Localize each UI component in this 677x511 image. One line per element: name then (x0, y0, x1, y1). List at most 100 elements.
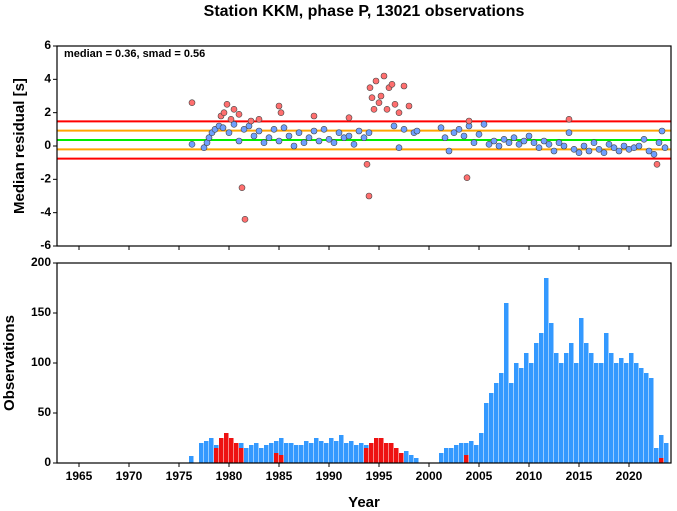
data-point (400, 82, 408, 90)
x-tick-label: 2020 (616, 469, 643, 483)
bar (359, 443, 364, 463)
bar (204, 441, 209, 463)
y-tick-label: 50 (38, 405, 52, 419)
data-point (570, 146, 578, 153)
data-point (365, 129, 373, 136)
data-point (658, 127, 666, 135)
data-point (200, 144, 208, 151)
data-point (620, 142, 628, 150)
bar (609, 353, 614, 463)
bar (349, 441, 354, 463)
data-point (377, 92, 385, 100)
data-point (495, 142, 503, 150)
bar (339, 435, 344, 463)
bar (209, 438, 214, 463)
bar (214, 448, 219, 463)
data-point (388, 81, 396, 88)
bar (394, 448, 399, 463)
data-point (375, 99, 383, 106)
bar (344, 443, 349, 463)
data-point (635, 142, 643, 150)
data-point (205, 134, 213, 141)
data-point (220, 109, 228, 116)
bar (259, 448, 264, 463)
data-point (250, 132, 258, 140)
bar (574, 363, 579, 463)
y-tick-label: 0 (44, 455, 51, 469)
bar (279, 455, 284, 463)
x-axis-label: Year (348, 494, 380, 511)
data-point (515, 141, 523, 148)
bar (579, 318, 584, 463)
bar (289, 443, 294, 463)
bar (384, 443, 389, 463)
data-point (463, 174, 471, 181)
data-point (330, 139, 338, 146)
data-point (188, 141, 196, 148)
data-point (460, 132, 468, 140)
data-point (365, 192, 373, 200)
data-point (575, 149, 583, 156)
bar (399, 453, 404, 463)
data-point (230, 121, 238, 128)
bar (594, 363, 599, 463)
data-point (455, 126, 463, 133)
data-point (400, 126, 408, 133)
data-point (580, 142, 588, 150)
y-tick-label: 6 (44, 38, 51, 52)
bar (544, 278, 549, 463)
x-tick-label: 1965 (66, 469, 93, 483)
bar (524, 353, 529, 463)
bar (374, 438, 379, 463)
data-point (372, 77, 380, 85)
data-point (540, 137, 548, 145)
data-point (505, 139, 513, 146)
data-point (320, 126, 328, 133)
data-point (565, 116, 573, 123)
data-point (238, 184, 246, 191)
data-point (345, 132, 353, 140)
y-tick-label: 150 (31, 305, 51, 319)
data-point (363, 161, 371, 168)
bar (509, 383, 514, 463)
x-tick-label: 2005 (466, 469, 493, 483)
y-tick-label: 4 (44, 72, 51, 86)
bar (444, 448, 449, 463)
bar (629, 353, 634, 463)
data-point (275, 102, 283, 110)
bar (404, 451, 409, 463)
bar (244, 448, 249, 463)
data-point (390, 122, 398, 130)
bar (474, 445, 479, 463)
data-point (275, 137, 283, 145)
bar (454, 445, 459, 463)
data-point (260, 139, 268, 146)
data-point (545, 141, 553, 148)
data-point (465, 117, 473, 125)
data-point (370, 106, 378, 113)
data-point (270, 126, 278, 133)
data-point (550, 147, 558, 155)
data-point (227, 116, 235, 123)
bar (569, 343, 574, 463)
data-point (277, 109, 285, 116)
bar (189, 456, 194, 463)
bar (379, 438, 384, 463)
data-point (188, 99, 196, 106)
y-tick-label: 0 (44, 138, 51, 152)
data-point (600, 149, 608, 156)
data-point (441, 134, 449, 141)
data-point (661, 144, 669, 151)
data-point (490, 137, 498, 145)
bar (229, 438, 234, 463)
data-point (300, 139, 308, 146)
data-point (368, 94, 376, 101)
data-point (383, 106, 391, 113)
data-point (310, 112, 318, 120)
data-point (590, 139, 598, 146)
bar (294, 445, 299, 463)
bar (564, 353, 569, 463)
data-point (445, 147, 453, 155)
bar (534, 343, 539, 463)
bar (269, 443, 274, 463)
